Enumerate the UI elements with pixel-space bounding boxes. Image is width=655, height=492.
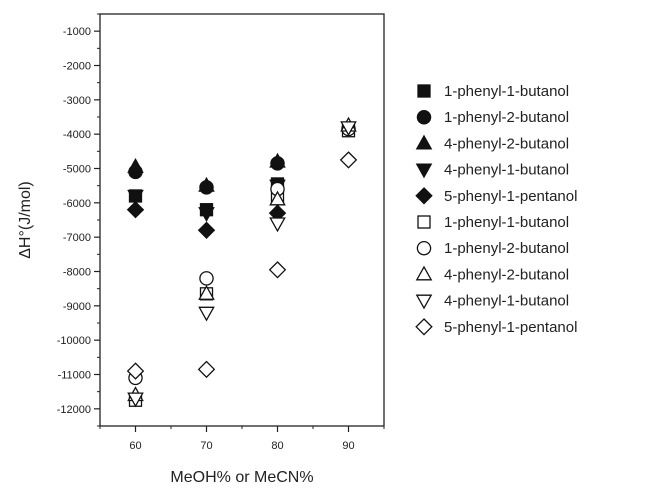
y-tick-label: -11000 xyxy=(58,370,91,382)
legend-label: 5-phenyl-1-pentanol xyxy=(444,188,577,205)
legend-marker xyxy=(415,163,433,179)
data-point xyxy=(269,152,286,168)
legend-label: 4-phenyl-2-butanol xyxy=(444,266,569,283)
legend-item: 4-phenyl-1-butanol xyxy=(415,293,569,310)
x-axis-title: MeOH% or MeCN% xyxy=(170,469,313,486)
data-point xyxy=(269,217,286,233)
legend-item: 4-phenyl-1-butanol xyxy=(415,162,569,179)
y-tick-label: -3000 xyxy=(63,95,91,107)
data-point xyxy=(127,157,144,173)
x-tick-label: 70 xyxy=(200,440,212,452)
x-tick-label: 80 xyxy=(271,440,283,452)
legend-label: 5-phenyl-1-pentanol xyxy=(444,319,577,336)
y-tick-label: -2000 xyxy=(63,61,91,73)
y-tick-label: -1000 xyxy=(63,26,91,38)
legend-item: 1-phenyl-2-butanol xyxy=(416,109,569,126)
legend-label: 1-phenyl-2-butanol xyxy=(444,109,569,126)
data-point xyxy=(197,360,216,379)
legend-item: 5-phenyl-1-pentanol xyxy=(415,318,577,336)
legend-marker xyxy=(416,109,432,125)
legend-label: 1-phenyl-1-butanol xyxy=(444,214,569,231)
data-point xyxy=(197,221,216,240)
legend-marker xyxy=(415,318,433,336)
y-tick-label: -9000 xyxy=(63,301,91,313)
legend-marker xyxy=(417,84,431,98)
data-point xyxy=(198,176,215,192)
legend-marker xyxy=(416,240,432,256)
data-points xyxy=(126,116,358,408)
plot-area xyxy=(99,13,385,427)
legend-item: 4-phenyl-2-butanol xyxy=(415,134,569,152)
data-point xyxy=(340,121,357,137)
data-point xyxy=(127,392,144,408)
legend-label: 4-phenyl-1-butanol xyxy=(444,293,569,310)
y-tick-label: -7000 xyxy=(63,232,91,244)
legend-item: 4-phenyl-2-butanol xyxy=(415,265,569,283)
data-point xyxy=(126,200,145,219)
legend-marker xyxy=(415,187,433,205)
data-point xyxy=(339,151,358,169)
data-point xyxy=(126,362,145,380)
series-open-square xyxy=(128,124,356,407)
y-tick-label: -8000 xyxy=(63,267,91,279)
series-filled-triangle-up xyxy=(127,152,286,192)
legend-label: 4-phenyl-2-butanol xyxy=(444,135,569,152)
legend-marker xyxy=(415,134,433,150)
x-tick-label: 60 xyxy=(129,440,141,452)
legend-label: 4-phenyl-1-butanol xyxy=(444,162,569,179)
legend-label: 1-phenyl-2-butanol xyxy=(444,240,569,257)
data-point xyxy=(199,271,214,286)
y-axis-title: ΔH°(J/mol) xyxy=(17,181,34,259)
legend: 1-phenyl-1-butanol 1-phenyl-2-butanol 4-ph… xyxy=(415,83,577,336)
plot-border xyxy=(99,13,385,427)
legend-item: 1-phenyl-1-butanol xyxy=(417,83,569,100)
series-filled-diamond xyxy=(126,200,287,240)
y-axis: -1000 -2000 -3000 -4000 -5000 -6000 -7000 -8000… xyxy=(57,13,100,427)
data-point xyxy=(268,261,287,279)
data-point xyxy=(269,190,286,206)
y-tick-label: -10000 xyxy=(57,335,91,347)
legend-item: 1-phenyl-2-butanol xyxy=(416,240,569,257)
legend-item: 1-phenyl-1-butanol xyxy=(417,214,569,231)
legend-label: 1-phenyl-1-butanol xyxy=(444,83,569,100)
series-open-diamond xyxy=(126,151,358,380)
y-tick-label: -4000 xyxy=(63,129,91,141)
series-open-circle xyxy=(128,121,356,386)
series-open-triangle-up xyxy=(127,116,357,402)
x-tick-label: 90 xyxy=(342,440,354,452)
series-open-triangle-down xyxy=(127,121,357,408)
data-point xyxy=(198,284,215,300)
data-point xyxy=(198,306,215,322)
legend-marker xyxy=(415,265,433,281)
legend-marker xyxy=(417,215,431,229)
data-point xyxy=(127,189,144,205)
y-tick-label: -5000 xyxy=(63,164,91,176)
y-tick-label: -12000 xyxy=(57,404,91,416)
legend-marker xyxy=(415,294,433,310)
y-tick-label: -6000 xyxy=(63,198,91,210)
x-axis: 60 70 80 90 xyxy=(99,426,385,452)
data-point xyxy=(198,207,215,222)
legend-item: 5-phenyl-1-pentanol xyxy=(415,187,577,205)
